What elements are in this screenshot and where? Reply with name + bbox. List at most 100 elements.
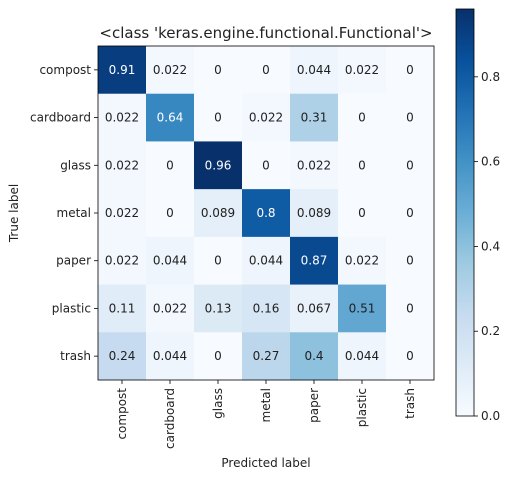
cell-value-label: 0.11 (109, 301, 136, 315)
x-tick-label: plastic (355, 388, 369, 427)
cell-value-label: 0.022 (345, 254, 379, 268)
colorbar-tick-label: 0.6 (481, 155, 500, 169)
heatmap-cell (386, 189, 435, 238)
heatmap-cell (290, 93, 339, 142)
heatmap-cells: 0.91 0.022 0 0 0.044 0.022 0 0.022 0.64 0 0.022 0.3… (98, 46, 435, 381)
cell-value-label: 0 (406, 158, 414, 172)
y-tick-label: compost (39, 63, 91, 77)
heatmap-cell (386, 236, 435, 286)
cell-value-label: 0 (406, 349, 414, 363)
cell-value-label: 0.022 (105, 206, 139, 220)
heatmap-cell (338, 141, 387, 190)
cell-value-label: 0.87 (301, 254, 328, 268)
cell-value-label: 0.96 (205, 158, 232, 172)
heatmap-cell (338, 46, 387, 95)
heatmap-cell (194, 332, 243, 381)
x-tick-label: paper (307, 388, 321, 423)
cell-value-label: 0.044 (249, 254, 283, 268)
cell-value-label: 0.022 (297, 158, 331, 172)
heatmap-cell (242, 189, 291, 238)
heatmap-cell (242, 141, 291, 190)
heatmap-cell (98, 93, 147, 142)
x-tick-label: metal (259, 388, 273, 422)
cell-value-label: 0.044 (153, 349, 187, 363)
cell-value-label: 0 (166, 206, 174, 220)
y-tick-label: metal (57, 206, 91, 220)
y-axis-ticks: compost cardboard glass metal paper plastic tr… (30, 63, 98, 363)
heatmap-cell (242, 284, 291, 333)
y-tick-label: cardboard (30, 111, 91, 125)
heatmap-cell (290, 46, 339, 95)
cell-value-label: 0 (406, 254, 414, 268)
cell-value-label: 0.4 (304, 349, 323, 363)
cell-value-label: 0.044 (153, 254, 187, 268)
colorbar-tick-label: 0.0 (481, 409, 500, 423)
cell-value-label: 0.27 (253, 349, 280, 363)
x-axis-ticks: compost cardboard glass metal paper plastic tr… (115, 380, 417, 449)
x-tick-label: trash (403, 388, 417, 419)
cell-value-label: 0 (214, 254, 222, 268)
x-tick-label: glass (211, 388, 225, 419)
cell-value-label: 0 (214, 63, 222, 77)
heatmap-cell (146, 46, 195, 95)
cell-value-label: 0.022 (153, 63, 187, 77)
heatmap-cell (98, 189, 147, 238)
heatmap-cell (290, 189, 339, 238)
heatmap-cell (146, 141, 195, 190)
heatmap-cell (338, 189, 387, 238)
colorbar-ticks: 0.0 0.2 0.4 0.6 0.8 (474, 70, 500, 423)
cell-value-label: 0 (166, 158, 174, 172)
heatmap-cell (98, 332, 147, 381)
cell-value-label: 0.8 (256, 206, 275, 220)
y-tick-label: trash (60, 349, 91, 363)
heatmap-cell (242, 93, 291, 142)
heatmap-cell (290, 284, 339, 333)
cell-value-label: 0.022 (105, 111, 139, 125)
y-tick-label: plastic (52, 301, 91, 315)
heatmap-cell (146, 236, 195, 286)
cell-value-label: 0.51 (349, 301, 376, 315)
cell-value-label: 0 (406, 63, 414, 77)
cell-value-label: 0 (262, 158, 270, 172)
cell-value-label: 0.16 (253, 301, 280, 315)
heatmap-cell (338, 284, 387, 333)
heatmap-cell (386, 46, 435, 95)
cell-value-label: 0.089 (201, 206, 235, 220)
cell-value-label: 0.91 (109, 63, 136, 77)
heatmap-cell (194, 141, 243, 190)
cell-value-label: 0.044 (297, 63, 331, 77)
colorbar (455, 8, 475, 417)
cell-value-label: 0.24 (109, 349, 136, 363)
cell-value-label: 0 (358, 158, 366, 172)
heatmap-cell (386, 284, 435, 333)
y-tick-label: glass (60, 158, 91, 172)
cell-value-label: 0.31 (301, 111, 328, 125)
heatmap-cell (386, 93, 435, 142)
cell-value-label: 0.022 (249, 111, 283, 125)
cell-value-label: 0.64 (157, 111, 184, 125)
heatmap-cell (242, 46, 291, 95)
cell-value-label: 0.044 (345, 349, 379, 363)
heatmap-cell (98, 236, 147, 286)
cell-value-label: 0 (214, 111, 222, 125)
cell-value-label: 0.022 (105, 254, 139, 268)
cell-value-label: 0.022 (105, 158, 139, 172)
heatmap-cell (98, 46, 147, 95)
cell-value-label: 0 (406, 206, 414, 220)
heatmap-cell (386, 332, 435, 381)
heatmap-cell (98, 284, 147, 333)
x-tick-label: compost (115, 388, 129, 440)
colorbar-tick-label: 0.8 (481, 70, 500, 84)
cell-value-label: 0.022 (153, 301, 187, 315)
heatmap-cell (146, 189, 195, 238)
cell-value-label: 0 (358, 111, 366, 125)
heatmap-cell (242, 332, 291, 381)
cell-value-label: 0.067 (297, 301, 331, 315)
heatmap-cell (386, 141, 435, 190)
heatmap-cell (194, 93, 243, 142)
heatmap-cell (194, 236, 243, 286)
colorbar-tick-label: 0.4 (481, 239, 500, 253)
x-tick-label: cardboard (163, 388, 177, 449)
heatmap-cell (146, 93, 195, 142)
